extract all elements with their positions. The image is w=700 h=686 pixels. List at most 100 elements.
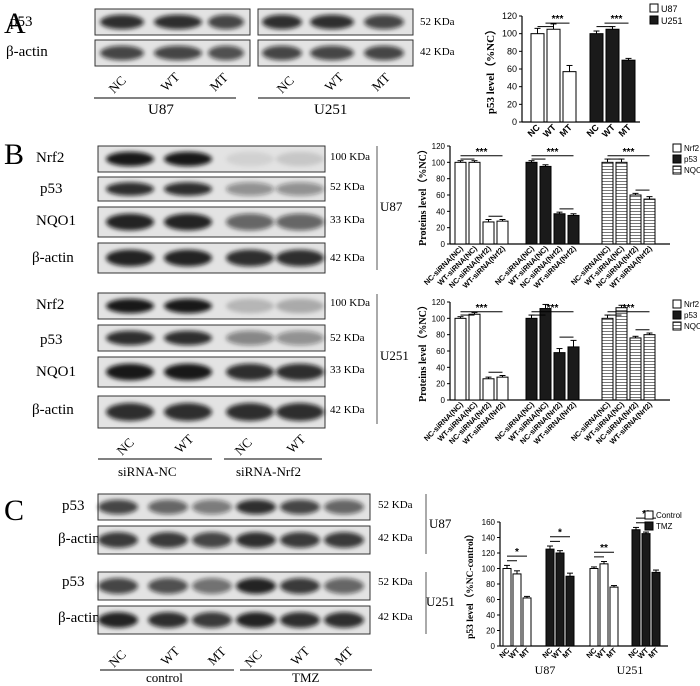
cell-label: U87 — [429, 516, 452, 531]
blot-strips — [97, 145, 326, 429]
blot-band — [192, 612, 232, 628]
significance-mark: * — [515, 547, 519, 558]
blot-band — [280, 499, 320, 515]
blot-strips — [97, 493, 371, 635]
blot-band — [276, 298, 324, 314]
bar — [599, 563, 609, 647]
blot-band — [192, 578, 232, 594]
blot-band — [226, 249, 274, 267]
blot-band — [106, 330, 154, 346]
y-tick-label: 0 — [441, 240, 446, 249]
band-group — [100, 45, 244, 61]
blot-band — [100, 14, 144, 30]
y-tick-label: 40 — [486, 611, 495, 620]
y-tick-label: 0 — [441, 396, 446, 405]
blot-band — [226, 182, 274, 196]
bar — [621, 59, 636, 123]
y-tick-label: 60 — [486, 596, 495, 605]
bar — [555, 552, 565, 647]
size-label: 52 KDa — [420, 16, 455, 28]
y-tick-label: 100 — [432, 314, 446, 323]
significance-mark: ** — [600, 543, 608, 554]
blot-band — [364, 45, 404, 61]
blot-band — [148, 612, 188, 628]
legend-swatch — [672, 154, 682, 164]
blot-label-p53: p53 — [10, 14, 33, 30]
significance-mark: *** — [623, 147, 635, 158]
band-group — [106, 213, 324, 231]
blot-band — [148, 578, 188, 594]
legend-swatch — [672, 165, 682, 175]
blot-band — [364, 14, 404, 30]
bar — [562, 71, 577, 123]
x-tick-label: MT — [646, 646, 660, 660]
blot-band — [236, 612, 276, 628]
y-tick-label: 20 — [436, 224, 445, 233]
x-tick-label: WT — [600, 122, 617, 139]
blot-label-actin: β-actin — [32, 402, 74, 418]
bar — [615, 307, 628, 401]
blot-band — [208, 14, 244, 30]
blot-band — [236, 532, 276, 548]
band-group — [106, 151, 324, 167]
band-group — [106, 249, 324, 267]
blot-band — [276, 330, 324, 346]
blot-band — [106, 403, 154, 421]
blot-label-nrf2: Nrf2 — [36, 150, 64, 166]
blot-band — [164, 403, 212, 421]
bar — [553, 352, 566, 401]
significance-mark: *** — [611, 14, 623, 25]
y-tick-label: 20 — [507, 99, 517, 109]
bar — [522, 597, 532, 647]
y-tick-label: 120 — [432, 298, 446, 307]
y-tick-label: 100 — [502, 29, 517, 39]
blot-band — [192, 532, 232, 548]
bar — [567, 346, 580, 401]
y-tick-label: 40 — [507, 82, 517, 92]
legend-label: NQO1 — [684, 166, 700, 175]
lane-label: MT — [369, 70, 393, 94]
band-group — [98, 532, 364, 548]
lane-label: WT — [158, 69, 183, 94]
blot-band — [98, 532, 138, 548]
y-axis-title: Proteins level（%NC） — [416, 300, 429, 402]
bar — [643, 334, 656, 401]
x-tick-label: MT — [617, 122, 634, 139]
blot-band — [106, 182, 154, 196]
band-group — [100, 14, 244, 30]
blot-band — [154, 14, 202, 30]
y-tick-label: 100 — [432, 158, 446, 167]
blot-strips — [94, 8, 414, 67]
lane-label: MT — [207, 70, 231, 94]
significance-mark: *** — [547, 303, 559, 314]
y-tick-label: 40 — [436, 207, 445, 216]
blot-label-actin: β-actin — [32, 250, 74, 266]
bar — [567, 214, 580, 245]
band-group — [98, 499, 364, 515]
group-label: siRNA-Nrf2 — [236, 464, 301, 479]
blot-band — [276, 403, 324, 421]
y-tick-label: 120 — [432, 142, 446, 151]
x-tick-label: MT — [558, 122, 575, 139]
band-group — [262, 45, 404, 61]
blot-band — [164, 363, 212, 381]
bar — [589, 568, 599, 647]
panel-c-blots: p53 β-actin p53 β-actin 52 KDa 42 KDa 52… — [58, 493, 455, 685]
blot-band — [226, 363, 274, 381]
bar — [601, 317, 614, 401]
size-label: 42 KDa — [420, 46, 455, 58]
y-tick-label: 80 — [436, 331, 445, 340]
lane-label: WT — [284, 431, 309, 456]
blot-band — [208, 45, 244, 61]
panel-letter-a: A — [4, 7, 26, 40]
bar — [615, 161, 628, 245]
x-tick-label: WT — [541, 122, 558, 139]
bar — [482, 221, 495, 245]
blot-band — [154, 45, 202, 61]
blot-band — [310, 14, 354, 30]
bar — [546, 28, 561, 123]
legend-label: p53 — [684, 155, 698, 164]
group-label: siRNA-NC — [118, 464, 177, 479]
blot-band — [324, 578, 364, 594]
